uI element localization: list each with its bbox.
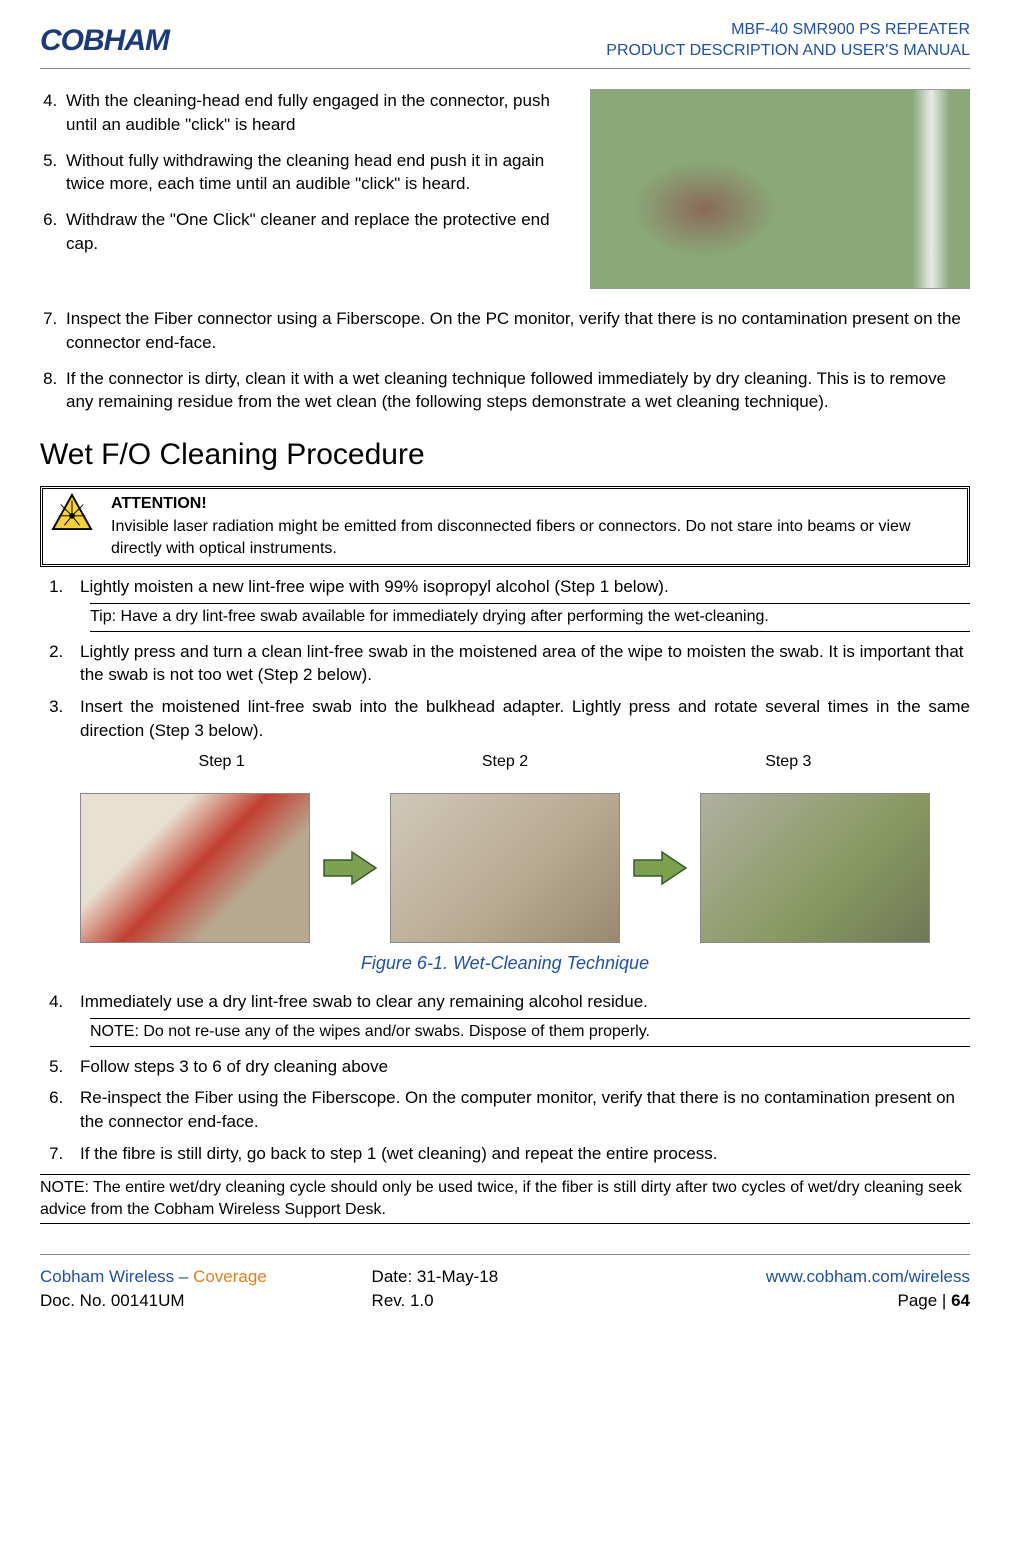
wet-clean-list-part1: Lightly moisten a new lint-free wipe wit…: [40, 575, 970, 742]
attention-title: ATTENTION!: [111, 493, 959, 515]
wet-item-3: Insert the moistened lint-free swab into…: [68, 695, 970, 743]
step2-image: [390, 793, 620, 943]
top-list-col: With the cleaning-head end fully engaged…: [40, 89, 570, 289]
attention-callout: ATTENTION! Invisible laser radiation mig…: [40, 486, 970, 567]
footer-row-1: Cobham Wireless – Coverage Date: 31-May-…: [40, 1265, 970, 1289]
step3-block: [700, 793, 930, 943]
wet-item-6: Re-inspect the Fiber using the Fiberscop…: [68, 1086, 970, 1134]
step3-label: Step 3: [765, 751, 811, 773]
footer-page-label: Page |: [897, 1291, 951, 1310]
step2-block: [390, 793, 620, 943]
list-item-8: If the connector is dirty, clean it with…: [62, 367, 970, 415]
wet-item-2: Lightly press and turn a clean lint-free…: [68, 640, 970, 688]
footer-brand2: Coverage: [193, 1267, 267, 1286]
list-item-6: Withdraw the "One Click" cleaner and rep…: [62, 208, 570, 256]
wet-item-5: Follow steps 3 to 6 of dry cleaning abov…: [68, 1055, 970, 1079]
steps-figure: Step 1 Step 2 Step 3 Figure 6-1. Wet-Cle…: [40, 751, 970, 977]
doc-title-line2: PRODUCT DESCRIPTION AND USER'S MANUAL: [606, 41, 970, 62]
footer-row-2: Doc. No. 00141UM Rev. 1.0 Page | 64: [40, 1289, 970, 1313]
dispose-note: NOTE: Do not re-use any of the wipes and…: [90, 1018, 970, 1046]
wet-item-7: If the fibre is still dirty, go back to …: [68, 1142, 970, 1166]
wet-item-1-text: Lightly moisten a new lint-free wipe wit…: [80, 577, 669, 596]
attention-body: Invisible laser radiation might be emitt…: [111, 516, 959, 561]
footer-page: Page | 64: [663, 1289, 970, 1313]
wet-item-4-text: Immediately use a dry lint-free swab to …: [80, 992, 648, 1011]
wet-cleaning-heading: Wet F/O Cleaning Procedure: [40, 434, 970, 476]
footer-brand1: Cobham Wireless: [40, 1267, 174, 1286]
step3-image: [700, 793, 930, 943]
list-item-4: With the cleaning-head end fully engaged…: [62, 89, 570, 137]
cobham-logo: COBHAM: [40, 20, 169, 62]
footer-dash: –: [174, 1267, 193, 1286]
footer-date: Date: 31-May-18: [352, 1265, 659, 1289]
wet-item-1: Lightly moisten a new lint-free wipe wit…: [68, 575, 970, 631]
step1-label: Step 1: [199, 751, 245, 773]
footer-page-num: 64: [951, 1291, 970, 1310]
footer: Cobham Wireless – Coverage Date: 31-May-…: [40, 1254, 970, 1313]
dry-clean-list-part2: Inspect the Fiber connector using a Fibe…: [40, 307, 970, 414]
attention-text: ATTENTION! Invisible laser radiation mig…: [111, 493, 959, 560]
doc-title-block: MBF-40 SMR900 PS REPEATER PRODUCT DESCRI…: [606, 20, 970, 62]
page-header: COBHAM MBF-40 SMR900 PS REPEATER PRODUCT…: [40, 20, 970, 69]
tip-note: Tip: Have a dry lint-free swab available…: [90, 603, 970, 631]
top-section: With the cleaning-head end fully engaged…: [40, 89, 970, 289]
cycle-limit-note: NOTE: The entire wet/dry cleaning cycle …: [40, 1174, 970, 1225]
wet-item-4: Immediately use a dry lint-free swab to …: [68, 990, 970, 1046]
list-item-5: Without fully withdrawing the cleaning h…: [62, 149, 570, 197]
footer-url: www.cobham.com/wireless: [663, 1265, 970, 1289]
dry-clean-list-part1: With the cleaning-head end fully engaged…: [40, 89, 570, 256]
footer-rev: Rev. 1.0: [352, 1289, 659, 1313]
wet-clean-list-part2: Immediately use a dry lint-free swab to …: [40, 990, 970, 1165]
footer-brand: Cobham Wireless – Coverage: [40, 1265, 347, 1289]
arrow-right-icon: [632, 848, 688, 888]
step2-label: Step 2: [482, 751, 528, 773]
footer-url-text: www.cobham.com/wireless: [766, 1267, 970, 1286]
laser-warning-icon: [51, 493, 93, 531]
arrow-right-icon: [322, 848, 378, 888]
steps-row: [40, 793, 970, 943]
list-item-7: Inspect the Fiber connector using a Fibe…: [62, 307, 970, 355]
connector-photo: [590, 89, 970, 289]
figure-caption: Figure 6-1. Wet-Cleaning Technique: [40, 951, 970, 976]
photo-placeholder-icon: [591, 90, 969, 288]
doc-title-line1: MBF-40 SMR900 PS REPEATER: [606, 20, 970, 41]
footer-docno: Doc. No. 00141UM: [40, 1289, 347, 1313]
step1-image: [80, 793, 310, 943]
step1-block: [80, 793, 310, 943]
